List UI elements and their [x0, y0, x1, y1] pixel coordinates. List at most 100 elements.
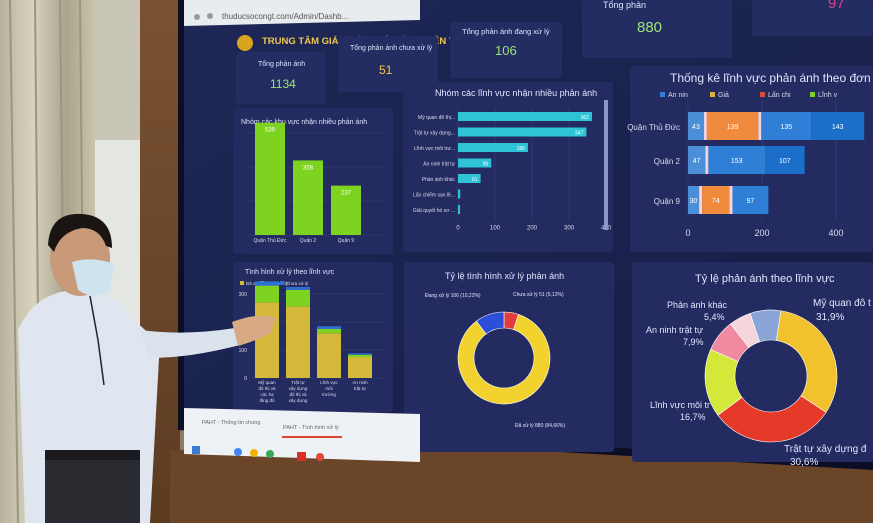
- panel-bg: [403, 82, 613, 252]
- panel-units: Thống kê lĩnh vực phản ánh theo đơn v An…: [627, 66, 873, 252]
- kpi-label: Tổng phản ánh chưa xử lý: [350, 44, 433, 52]
- category-label: các hạ: [260, 392, 274, 397]
- bar-segment: [286, 306, 310, 378]
- browser-url[interactable]: thuducsocongt.com/Admin/Dashb...: [222, 12, 348, 21]
- bar: [458, 112, 592, 121]
- bar: [458, 189, 461, 199]
- app-icon[interactable]: [297, 452, 306, 461]
- share-label: Phản ánh khác: [667, 300, 728, 310]
- app-icon[interactable]: [234, 448, 242, 456]
- legend-swatch: [810, 92, 815, 97]
- kpi-label: Tổng phản ánh đang xử lý: [462, 27, 550, 36]
- donut-slice: [749, 309, 782, 343]
- category-label: Quận 2: [654, 157, 681, 166]
- share-label: Lĩnh vực môi tr: [650, 400, 710, 410]
- category-label: Quận 9: [654, 197, 681, 206]
- taskbar-tab[interactable]: PAHT - Tình hình xử lý: [283, 424, 339, 431]
- segment-label: 139: [727, 124, 739, 131]
- donut-slice: [776, 310, 838, 413]
- x-tick-label: 300: [564, 226, 575, 232]
- areas-chart: 539 Quận Thủ Đức 358 Quận 2 237 Quận 9: [247, 122, 385, 244]
- bar-segment: [758, 112, 762, 140]
- taskbar-tab[interactable]: PAHT - Thống tin chung: [202, 420, 260, 426]
- category-label: xây dựng: [289, 386, 308, 391]
- bar-segment: [688, 146, 706, 174]
- active-tab-indicator: [282, 436, 342, 438]
- legend-swatch: [760, 92, 765, 97]
- bar-segment: [702, 186, 730, 214]
- category-label: môi: [325, 386, 332, 391]
- category-label: đô thị và: [258, 386, 276, 391]
- category-label: đô thị và: [289, 392, 307, 397]
- bar-segment: [699, 186, 703, 214]
- bar-segment: [348, 354, 372, 357]
- legend-label: Lĩnh v: [818, 92, 838, 99]
- kpi-card: [450, 22, 562, 78]
- panel-title: Nhóm các khu vực nhận nhiều phản ánh: [241, 117, 367, 126]
- x-tick-label: 400: [828, 228, 843, 238]
- panel-fields: Nhóm các lĩnh vực nhận nhiều phản ánh 0 1…: [403, 82, 613, 252]
- panel-status: Tình hình xử lý theo lĩnh vực Đã xử lýĐa…: [233, 262, 393, 412]
- x-tick-label: 200: [754, 228, 769, 238]
- browser-bar: thuducsocongt.com/Admin/Dashb...: [184, 0, 420, 26]
- share-label: An ninh trật tự: [646, 325, 703, 335]
- rate-label-pending: Chưa xử lý 51 (5,12%): [513, 291, 564, 298]
- browser-toolbar: [184, 0, 420, 26]
- back-icon[interactable]: [194, 14, 200, 20]
- kpi-value: 1134: [270, 77, 296, 91]
- scrollbar: [604, 100, 608, 230]
- hand: [232, 315, 276, 346]
- y-tick-label: 100: [239, 348, 248, 354]
- share-pct: 7,9%: [683, 337, 704, 347]
- chrome-icon[interactable]: [316, 453, 324, 461]
- segment-label: 153: [731, 158, 743, 165]
- presenter: [18, 213, 276, 523]
- bar-segment: [688, 186, 700, 214]
- rate-chart: [457, 311, 551, 405]
- category-label: Trật tự: [291, 380, 304, 385]
- app-icon[interactable]: [250, 449, 258, 457]
- panel-areas: Nhóm các khu vực nhận nhiều phản ánh 539…: [233, 108, 393, 254]
- segment-label: 107: [779, 158, 791, 165]
- legend-swatch: [240, 281, 244, 285]
- category-label: Quận 9: [338, 238, 355, 244]
- category-label: Mỹ quan đô thị...: [418, 115, 455, 121]
- bar-segment: [317, 333, 341, 378]
- bar-segment: [286, 289, 310, 307]
- legend-swatch: [280, 281, 284, 285]
- bar: [331, 185, 361, 235]
- segment-label: 74: [712, 198, 720, 205]
- x-tick-label: 100: [490, 226, 501, 232]
- bar-value-label: 61: [472, 177, 478, 183]
- legend-swatch: [660, 92, 665, 97]
- windows-start-icon[interactable]: [192, 446, 200, 454]
- panel-share: Tỷ lệ phản ánh theo lĩnh vực Phản ánh kh…: [632, 262, 873, 468]
- face-mask: [72, 259, 114, 296]
- legend-label: Giả: [718, 92, 729, 99]
- curtain-folds: [9, 0, 86, 523]
- hair: [48, 213, 112, 252]
- taskbar-bg: [184, 408, 420, 462]
- category-label: Giải quyết hồ sơ ...: [413, 208, 455, 214]
- panel-title: Tỷ lệ tình hình xử lý phản ánh: [445, 271, 564, 281]
- trousers: [45, 455, 140, 523]
- category-label: Quận Thủ Đức: [627, 123, 680, 132]
- bar-segment: [765, 146, 805, 174]
- taskbar: PAHT - Thống tin chung PAHT - Tình hình …: [184, 408, 420, 462]
- kpi-card: [582, 0, 732, 58]
- kpi-value: 51: [379, 63, 393, 77]
- app-icon[interactable]: [266, 450, 274, 458]
- share-pct: 16,7%: [680, 412, 706, 422]
- segment-label: 43: [692, 124, 700, 131]
- bar-segment: [761, 112, 812, 140]
- legend-label: Đã xử lý: [246, 280, 264, 286]
- category-label: Quận Thủ Đức: [254, 237, 287, 244]
- legend-swatch: [710, 92, 715, 97]
- bar-segment: [729, 186, 733, 214]
- bar: [458, 158, 492, 168]
- kpi-card: [338, 36, 438, 92]
- reload-icon[interactable]: [207, 13, 213, 19]
